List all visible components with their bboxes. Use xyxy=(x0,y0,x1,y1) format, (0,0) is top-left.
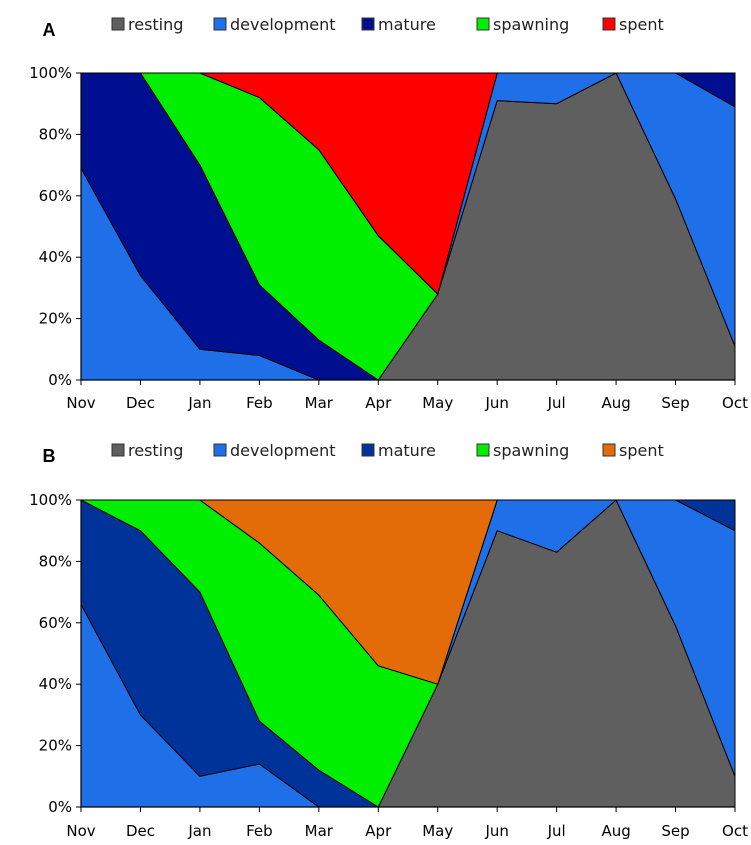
y-tick-label: 80% xyxy=(39,552,72,570)
legend-swatch-spawning xyxy=(476,17,490,31)
x-tick-label: Sep xyxy=(661,394,689,412)
x-tick-label: Oct xyxy=(722,394,748,412)
y-tick-label: 0% xyxy=(48,371,72,389)
x-tick-label: Dec xyxy=(126,822,155,840)
legend-swatch-resting xyxy=(111,17,125,31)
x-tick-label: Mar xyxy=(305,822,334,840)
legend-label-spawning: spawning xyxy=(493,441,569,460)
legend-label-development: development xyxy=(230,441,336,460)
x-tick-label: Jun xyxy=(484,394,508,412)
x-tick-label: Apr xyxy=(365,394,392,412)
x-tick-label: Sep xyxy=(661,822,689,840)
legend-swatch-mature xyxy=(361,17,375,31)
x-tick-label: Jan xyxy=(187,394,211,412)
x-tick-label: Aug xyxy=(601,394,630,412)
x-tick-label: Oct xyxy=(722,822,748,840)
area-spent xyxy=(80,499,736,685)
legend-label-resting: resting xyxy=(128,441,183,460)
legend-swatch-mature xyxy=(361,443,375,457)
panel-label: A xyxy=(43,20,56,40)
x-tick-label: Jun xyxy=(484,822,508,840)
x-tick-label: Jul xyxy=(547,822,566,840)
legend-label-spent: spent xyxy=(619,15,664,34)
x-tick-label: May xyxy=(422,394,453,412)
legend-label-mature: mature xyxy=(378,441,436,460)
y-tick-label: 0% xyxy=(48,798,72,816)
legend-label-spent: spent xyxy=(619,441,664,460)
y-tick-label: 20% xyxy=(39,737,72,755)
y-tick-label: 40% xyxy=(39,675,72,693)
x-tick-label: Dec xyxy=(126,394,155,412)
x-tick-label: May xyxy=(422,822,453,840)
x-tick-label: Feb xyxy=(246,822,273,840)
x-tick-label: Nov xyxy=(66,822,95,840)
x-tick-label: Mar xyxy=(305,394,334,412)
x-tick-label: Apr xyxy=(365,822,392,840)
legend-label-resting: resting xyxy=(128,15,183,34)
x-tick-label: Nov xyxy=(66,394,95,412)
y-tick-label: 80% xyxy=(39,125,72,143)
y-tick-label: 40% xyxy=(39,248,72,266)
y-tick-label: 60% xyxy=(39,187,72,205)
x-tick-label: Jul xyxy=(547,394,566,412)
y-tick-label: 60% xyxy=(39,614,72,632)
legend-label-spawning: spawning xyxy=(493,15,569,34)
legend-swatch-spent xyxy=(602,443,616,457)
x-tick-label: Jan xyxy=(187,822,211,840)
area-spent xyxy=(80,72,736,295)
legend-label-development: development xyxy=(230,15,336,34)
x-tick-label: Aug xyxy=(601,822,630,840)
y-tick-label: 100% xyxy=(29,64,72,82)
panel-label: B xyxy=(43,446,56,466)
x-tick-label: Feb xyxy=(246,394,273,412)
legend-label-mature: mature xyxy=(378,15,436,34)
legend-swatch-spawning xyxy=(476,443,490,457)
legend-swatch-development xyxy=(213,17,227,31)
legend-swatch-spent xyxy=(602,17,616,31)
y-tick-label: 20% xyxy=(39,310,72,328)
y-tick-label: 100% xyxy=(29,491,72,509)
legend-swatch-development xyxy=(213,443,227,457)
legend-swatch-resting xyxy=(111,443,125,457)
